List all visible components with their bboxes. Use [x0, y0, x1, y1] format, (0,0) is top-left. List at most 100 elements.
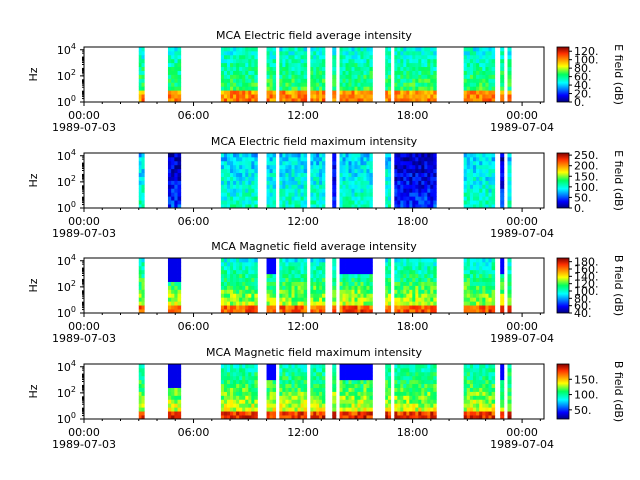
spectrogram-cell — [226, 153, 231, 158]
spectrogram-cell — [272, 196, 277, 201]
spectrogram-cell — [342, 407, 346, 412]
spectrogram-cell — [403, 184, 407, 189]
spectrogram-cell — [485, 62, 489, 68]
spectrogram-cell — [272, 74, 277, 79]
spectrogram-cell — [254, 153, 258, 158]
spectrogram-cell — [385, 50, 389, 56]
spectrogram-cell — [310, 98, 314, 103]
spectrogram-cell — [297, 74, 302, 79]
spectrogram-cell — [507, 265, 512, 271]
spectrogram-cell — [488, 200, 493, 205]
spectrogram-cell — [313, 192, 317, 197]
spectrogram-cell — [351, 407, 355, 412]
spectrogram-cell — [479, 47, 483, 52]
spectrogram-cell — [233, 297, 237, 302]
spectrogram-cell — [476, 54, 480, 60]
spectrogram-cell — [427, 364, 431, 369]
spectrogram-cell — [316, 281, 320, 286]
spectrogram-cell — [354, 192, 358, 197]
spectrogram-cell — [406, 78, 410, 83]
spectrogram-cell — [366, 188, 370, 193]
spectrogram-cell — [406, 192, 410, 197]
spectrogram-cell — [482, 297, 486, 302]
spectrogram-cell — [297, 395, 302, 400]
spectrogram-cell — [418, 184, 422, 189]
spectrogram-cell — [279, 70, 283, 75]
spectrogram-cell — [226, 305, 231, 310]
spectrogram-cell — [466, 70, 471, 75]
spectrogram-cell — [220, 265, 225, 271]
spectrogram-cell — [472, 180, 477, 185]
spectrogram-cell — [488, 261, 493, 267]
spectrogram-cell — [351, 285, 355, 290]
spectrogram-cell — [282, 168, 286, 174]
spectrogram-cell — [400, 411, 404, 416]
spectrogram-cell — [138, 188, 142, 193]
spectrogram-cell — [269, 399, 274, 404]
spectrogram-cell — [167, 391, 172, 396]
chart-panel-1: MCA Electric field average intensityHz10… — [27, 29, 625, 134]
spectrogram-cell — [141, 82, 145, 87]
spectrogram-cell — [403, 301, 407, 306]
spectrogram-cell — [332, 164, 337, 170]
spectrogram-cell — [236, 70, 240, 75]
spectrogram-cell — [313, 180, 317, 185]
spectrogram-cell — [354, 62, 358, 68]
spectrogram-cell — [177, 411, 182, 416]
spectrogram-cell — [357, 301, 361, 306]
spectrogram-cell — [269, 277, 274, 282]
spectrogram-cell — [254, 164, 258, 170]
spectrogram-cell — [357, 156, 361, 162]
spectrogram-cell — [485, 94, 489, 99]
spectrogram-cell — [421, 196, 425, 201]
spectrogram-cell — [491, 196, 496, 201]
spectrogram-cell — [397, 192, 401, 197]
spectrogram-cell — [418, 66, 422, 71]
spectrogram-cell — [288, 415, 292, 420]
spectrogram-cell — [412, 305, 416, 310]
spectrogram-cell — [294, 204, 298, 209]
spectrogram-cell — [415, 82, 419, 87]
spectrogram-cell — [400, 94, 404, 99]
spectrogram-cell — [351, 364, 355, 369]
spectrogram-cell — [282, 277, 286, 282]
spectrogram-cell — [466, 289, 471, 294]
spectrogram-cell — [251, 204, 255, 209]
spectrogram-cell — [291, 168, 295, 174]
spectrogram-cell — [433, 94, 437, 99]
spectrogram-cell — [254, 301, 258, 306]
spectrogram-cell — [272, 301, 277, 306]
spectrogram-cell — [266, 196, 270, 201]
spectrogram-cell — [269, 58, 274, 64]
spectrogram-cell — [500, 70, 505, 75]
spectrogram-cell — [406, 176, 410, 181]
spectrogram-cell — [285, 156, 289, 162]
spectrogram-cell — [310, 289, 314, 294]
spectrogram-cell — [351, 98, 355, 103]
spectrogram-cell — [291, 82, 295, 87]
spectrogram-cell — [387, 74, 392, 79]
spectrogram-cell — [233, 78, 237, 83]
spectrogram-cell — [230, 411, 234, 416]
spectrogram-cell — [479, 309, 483, 314]
spectrogram-cell — [300, 54, 305, 60]
spectrogram-cell — [369, 297, 373, 302]
spectrogram-cell — [479, 176, 483, 181]
spectrogram-cell — [313, 364, 317, 369]
spectrogram-cell — [469, 285, 474, 290]
spectrogram-cell — [177, 277, 182, 282]
spectrogram-cell — [303, 82, 308, 87]
spectrogram-cell — [310, 78, 314, 83]
spectrogram-cell — [322, 164, 326, 170]
spectrogram-cell — [397, 172, 401, 177]
spectrogram-cell — [406, 86, 410, 91]
spectrogram-cell — [269, 305, 274, 310]
spectrogram-cell — [430, 415, 434, 420]
spectrogram-cell — [466, 50, 471, 56]
spectrogram-cell — [500, 172, 505, 177]
spectrogram-cell — [220, 66, 225, 71]
spectrogram-cell — [248, 98, 252, 103]
spectrogram-cell — [406, 196, 410, 201]
spectrogram-cell — [476, 70, 480, 75]
spectrogram-cell — [463, 86, 468, 91]
